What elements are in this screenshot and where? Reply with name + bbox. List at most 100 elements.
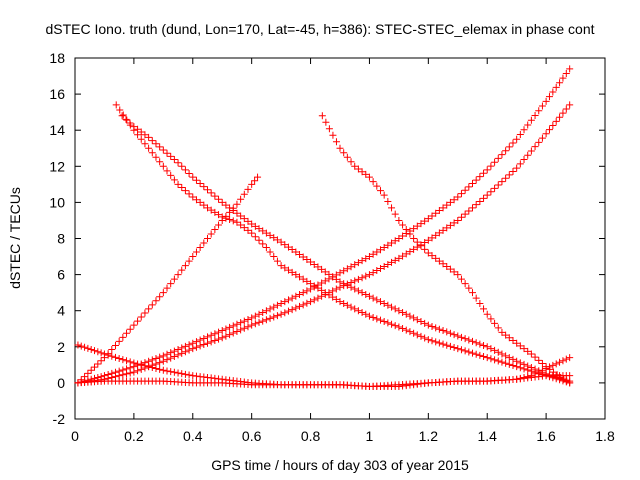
data-point-series-1 xyxy=(435,339,443,347)
data-point-series-0 xyxy=(123,329,131,337)
data-point-series-3 xyxy=(391,210,399,218)
data-point-series-7 xyxy=(552,360,560,368)
data-point-series-1 xyxy=(376,316,384,324)
data-point-series-1 xyxy=(152,153,160,161)
data-point-series-1 xyxy=(226,216,234,224)
data-point-series-1 xyxy=(123,116,131,124)
data-point-series-5 xyxy=(115,367,123,375)
data-point-series-4 xyxy=(450,219,458,227)
data-point-series-3 xyxy=(369,178,377,186)
data-point-series-0 xyxy=(181,262,189,270)
data-point-series-1 xyxy=(163,167,171,175)
data-point-series-5 xyxy=(318,279,326,287)
data-point-series-1 xyxy=(505,360,513,368)
data-point-series-4 xyxy=(483,191,491,199)
data-point-series-4 xyxy=(259,317,267,325)
y-tick-label: -2 xyxy=(53,411,66,427)
data-point-series-1 xyxy=(465,348,473,356)
data-point-series-1 xyxy=(288,268,296,276)
data-point-series-4 xyxy=(233,327,241,335)
data-point-series-6 xyxy=(94,348,102,356)
data-point-series-2 xyxy=(365,292,373,300)
data-point-series-5 xyxy=(226,323,234,331)
data-point-series-5 xyxy=(373,248,381,256)
x-axis-label: GPS time / hours of day 303 of year 2015 xyxy=(211,457,469,473)
data-point-series-5 xyxy=(562,69,570,77)
data-point-series-5 xyxy=(432,209,440,217)
data-point-series-5 xyxy=(292,292,300,300)
data-point-series-7 xyxy=(538,366,546,374)
data-point-series-5 xyxy=(329,273,337,281)
data-point-series-4 xyxy=(373,267,381,275)
data-point-series-3 xyxy=(505,334,513,342)
data-point-series-4 xyxy=(336,283,344,291)
data-point-series-5 xyxy=(527,116,535,124)
data-point-series-5 xyxy=(399,232,407,240)
data-point-series-3 xyxy=(325,125,333,133)
y-axis-label: dSTEC / TECUs xyxy=(7,187,23,289)
data-point-series-1 xyxy=(340,299,348,307)
data-point-series-5 xyxy=(200,334,208,342)
data-point-series-4 xyxy=(292,304,300,312)
data-point-series-4 xyxy=(535,138,543,146)
data-point-series-5 xyxy=(343,265,351,273)
data-point-series-0 xyxy=(240,190,248,198)
data-point-series-1 xyxy=(284,266,292,274)
data-point-series-4 xyxy=(251,320,259,328)
data-point-series-2 xyxy=(513,357,521,365)
x-tick-label: 0 xyxy=(71,428,79,444)
data-point-series-5 xyxy=(358,257,366,265)
data-point-series-5 xyxy=(218,327,226,335)
data-point-series-4 xyxy=(384,260,392,268)
data-point-series-4 xyxy=(395,254,403,262)
data-point-series-4 xyxy=(329,287,337,295)
data-point-series-3 xyxy=(491,319,499,327)
data-point-series-2 xyxy=(167,152,175,160)
data-point-series-5 xyxy=(174,346,182,354)
data-point-series-4 xyxy=(196,342,204,350)
data-point-series-2 xyxy=(204,186,211,194)
data-point-series-0 xyxy=(148,301,156,309)
data-point-series-2 xyxy=(170,156,178,164)
data-point-series-1 xyxy=(167,171,175,179)
data-point-series-3 xyxy=(494,324,502,332)
data-point-series-1 xyxy=(170,176,178,184)
data-point-series-0 xyxy=(185,257,193,265)
data-point-series-5 xyxy=(395,235,403,242)
data-point-series-4 xyxy=(376,265,384,273)
data-point-series-2 xyxy=(384,301,392,309)
data-point-series-5 xyxy=(111,368,119,376)
data-point-series-0 xyxy=(115,337,123,345)
data-point-series-1 xyxy=(354,307,362,315)
data-point-series-5 xyxy=(251,312,259,320)
data-point-series-1 xyxy=(237,221,245,229)
y-tick-label: 4 xyxy=(57,303,65,319)
data-point-series-1 xyxy=(432,338,440,346)
data-point-series-2 xyxy=(516,359,524,367)
data-point-series-4 xyxy=(240,324,248,332)
data-point-series-2 xyxy=(296,251,304,259)
data-point-series-4 xyxy=(380,262,388,270)
data-point-series-2 xyxy=(226,204,234,212)
data-point-series-3 xyxy=(329,131,337,139)
data-point-series-6 xyxy=(84,344,92,352)
data-point-series-0 xyxy=(233,200,241,208)
data-point-series-4 xyxy=(472,201,480,209)
x-axis: 0 0.2 0.4 0.6 0.8 1 1.2 1.4 1.6 1.8 xyxy=(71,58,615,444)
data-point-series-6 xyxy=(115,355,123,363)
data-point-series-3 xyxy=(376,187,384,195)
data-point-series-1 xyxy=(509,362,517,370)
data-point-series-4 xyxy=(391,256,399,264)
data-point-series-0 xyxy=(248,180,256,188)
data-point-series-4 xyxy=(552,117,560,125)
data-point-series-0 xyxy=(254,173,262,181)
data-point-series-5 xyxy=(244,315,252,323)
data-point-series-6 xyxy=(81,343,89,351)
data-point-series-4 xyxy=(424,236,432,244)
data-point-series-2 xyxy=(292,248,300,256)
data-point-series-3 xyxy=(502,331,510,339)
data-point-series-6 xyxy=(104,351,112,359)
data-point-series-5 xyxy=(255,310,263,318)
data-point-series-4 xyxy=(538,134,546,142)
data-point-series-7 xyxy=(524,373,532,381)
